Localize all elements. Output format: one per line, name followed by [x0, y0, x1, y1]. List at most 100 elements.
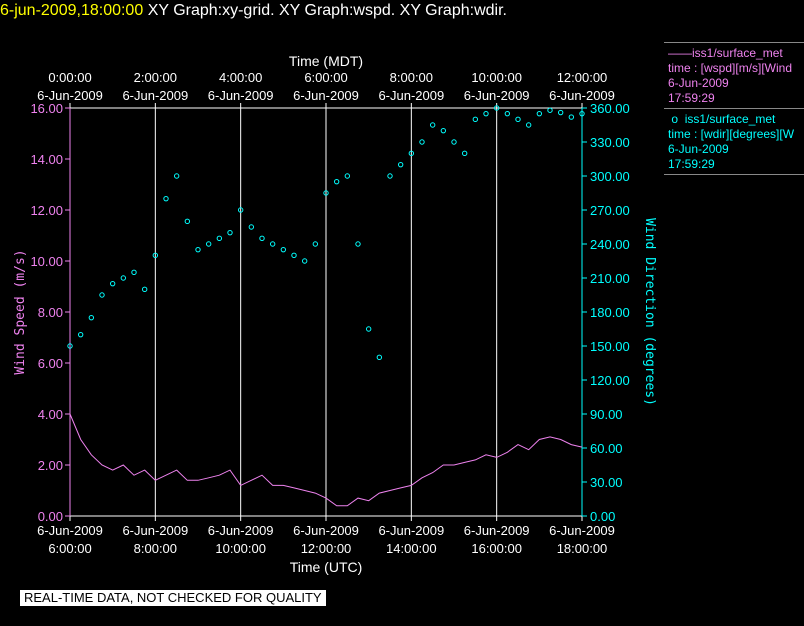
- wind-direction-point: [269, 241, 276, 247]
- wind-speed-line: [69, 413, 583, 507]
- bottom-axis-title: Time (UTC): [290, 559, 363, 575]
- left-tick-label: 14.00: [30, 152, 63, 167]
- right-tick-label: 60.00: [590, 441, 623, 456]
- wind-direction-point: [515, 116, 521, 123]
- wind-direction-point: [227, 229, 233, 236]
- top-axis-title: Time (MDT): [289, 53, 363, 69]
- top-tick-date: 6-Jun-2009: [549, 88, 615, 103]
- right-axis-title: Wind Direction (degrees): [642, 218, 657, 406]
- quality-warning-banner: REAL-TIME DATA, NOT CHECKED FOR QUALITY: [20, 590, 326, 606]
- top-tick-time: 10:00:00: [471, 70, 522, 85]
- wind-direction-point: [195, 246, 201, 253]
- left-tick-label: 10.00: [30, 254, 63, 269]
- wind-direction-point: [120, 275, 127, 281]
- bottom-tick-time: 12:00:00: [301, 541, 352, 556]
- wind-direction-point: [504, 110, 511, 117]
- bottom-tick-time: 6:00:00: [48, 541, 91, 556]
- top-tick-date: 6-Jun-2009: [208, 88, 274, 103]
- left-tick-label: 16.00: [30, 101, 63, 116]
- wind-direction-point: [387, 173, 393, 179]
- bottom-tick-time: 8:00:00: [134, 541, 177, 556]
- left-tick-label: 8.00: [38, 305, 63, 320]
- wind-direction-point: [312, 241, 319, 247]
- left-tick-label: 0.00: [38, 509, 63, 524]
- right-tick-label: 150.00: [590, 339, 630, 354]
- left-tick-label: 2.00: [38, 458, 63, 473]
- wind-direction-point: [333, 178, 340, 185]
- left-tick-label: 6.00: [38, 356, 63, 371]
- wind-direction-point: [259, 235, 265, 242]
- legend-panel: ——iss1/surface_met time : [wspd][m/s][Wi…: [664, 42, 804, 175]
- legend-line-swatch-icon: ——: [668, 46, 692, 60]
- wind-direction-point: [483, 110, 489, 117]
- top-tick-date: 6-Jun-2009: [293, 88, 359, 103]
- wind-direction-point: [301, 258, 308, 264]
- bottom-tick-time: 10:00:00: [215, 541, 266, 556]
- wind-direction-point: [365, 326, 372, 332]
- right-tick-label: 90.00: [590, 407, 623, 422]
- legend-date: 6-Jun-2009: [668, 142, 729, 156]
- wind-direction-point: [216, 235, 223, 242]
- bottom-tick-date: 6-Jun-2009: [378, 523, 444, 538]
- bottom-tick-time: 18:00:00: [557, 541, 608, 556]
- bottom-tick-date: 6-Jun-2009: [549, 523, 615, 538]
- wind-direction-point: [547, 107, 553, 113]
- legend-entry-wspd: ——iss1/surface_met time : [wspd][m/s][Wi…: [664, 42, 804, 109]
- bottom-tick-date: 6-Jun-2009: [293, 523, 359, 538]
- top-tick-time: 6:00:00: [304, 70, 347, 85]
- wind-direction-point: [280, 246, 287, 253]
- right-tick-label: 240.00: [590, 237, 630, 252]
- bottom-tick-date: 6-Jun-2009: [208, 523, 274, 538]
- right-tick-label: 30.00: [590, 475, 623, 490]
- top-tick-time: 8:00:00: [390, 70, 433, 85]
- bottom-tick-date: 6-Jun-2009: [37, 523, 103, 538]
- top-tick-time: 2:00:00: [134, 70, 177, 85]
- wind-direction-point: [493, 105, 500, 111]
- right-tick-label: 270.00: [590, 203, 630, 218]
- wind-direction-point: [557, 109, 564, 116]
- left-axis-title: Wind Speed (m/s): [13, 249, 28, 374]
- wind-direction-point: [99, 292, 105, 298]
- top-tick-date: 6-Jun-2009: [37, 88, 103, 103]
- wind-direction-point: [451, 139, 457, 145]
- wind-direction-point: [88, 314, 95, 321]
- top-tick-time: 0:00:00: [48, 70, 91, 85]
- header: 6-jun-2009,18:00:00 XY Graph:xy-grid. XY…: [0, 2, 507, 24]
- wind-direction-point: [291, 252, 297, 259]
- wind-direction-point: [408, 150, 415, 157]
- wind-direction-point: [184, 218, 191, 225]
- wind-direction-point: [397, 161, 404, 168]
- right-tick-label: 0.00: [590, 509, 615, 524]
- legend-variable: time : [wspd][m/s][Wind: [668, 61, 793, 75]
- bottom-tick-time: 16:00:00: [471, 541, 522, 556]
- wind-direction-point: [568, 114, 575, 120]
- right-tick-label: 330.00: [590, 135, 630, 150]
- wind-direction-point: [109, 280, 116, 287]
- legend-source: iss1/surface_met: [692, 46, 783, 60]
- wind-direction-point: [237, 207, 244, 213]
- top-tick-date: 6-Jun-2009: [122, 88, 188, 103]
- top-tick-time: 4:00:00: [219, 70, 262, 85]
- wind-direction-point: [536, 110, 543, 117]
- left-tick-label: 4.00: [38, 407, 63, 422]
- left-tick-label: 12.00: [30, 203, 63, 218]
- wind-direction-point: [525, 122, 532, 128]
- wind-direction-point: [461, 150, 468, 157]
- wind-direction-point: [419, 139, 425, 145]
- wind-direction-point: [376, 354, 383, 361]
- legend-source: iss1/surface_met: [684, 112, 776, 126]
- legend-circle-swatch-icon: o: [668, 112, 685, 126]
- right-tick-label: 180.00: [590, 305, 630, 320]
- header-timestamp: 6-jun-2009,18:00:00: [0, 2, 144, 19]
- wind-direction-point: [67, 343, 73, 349]
- right-tick-label: 210.00: [590, 271, 630, 286]
- bottom-tick-time: 14:00:00: [386, 541, 437, 556]
- wind-direction-point: [323, 190, 329, 196]
- wind-direction-point: [173, 173, 180, 179]
- wind-direction-point: [141, 286, 148, 293]
- right-tick-label: 360.00: [590, 101, 630, 116]
- header-graph-titles: XY Graph:xy-grid. XY Graph:wspd. XY Grap…: [147, 2, 507, 19]
- bottom-tick-date: 6-Jun-2009: [122, 523, 188, 538]
- wind-direction-point: [152, 252, 159, 259]
